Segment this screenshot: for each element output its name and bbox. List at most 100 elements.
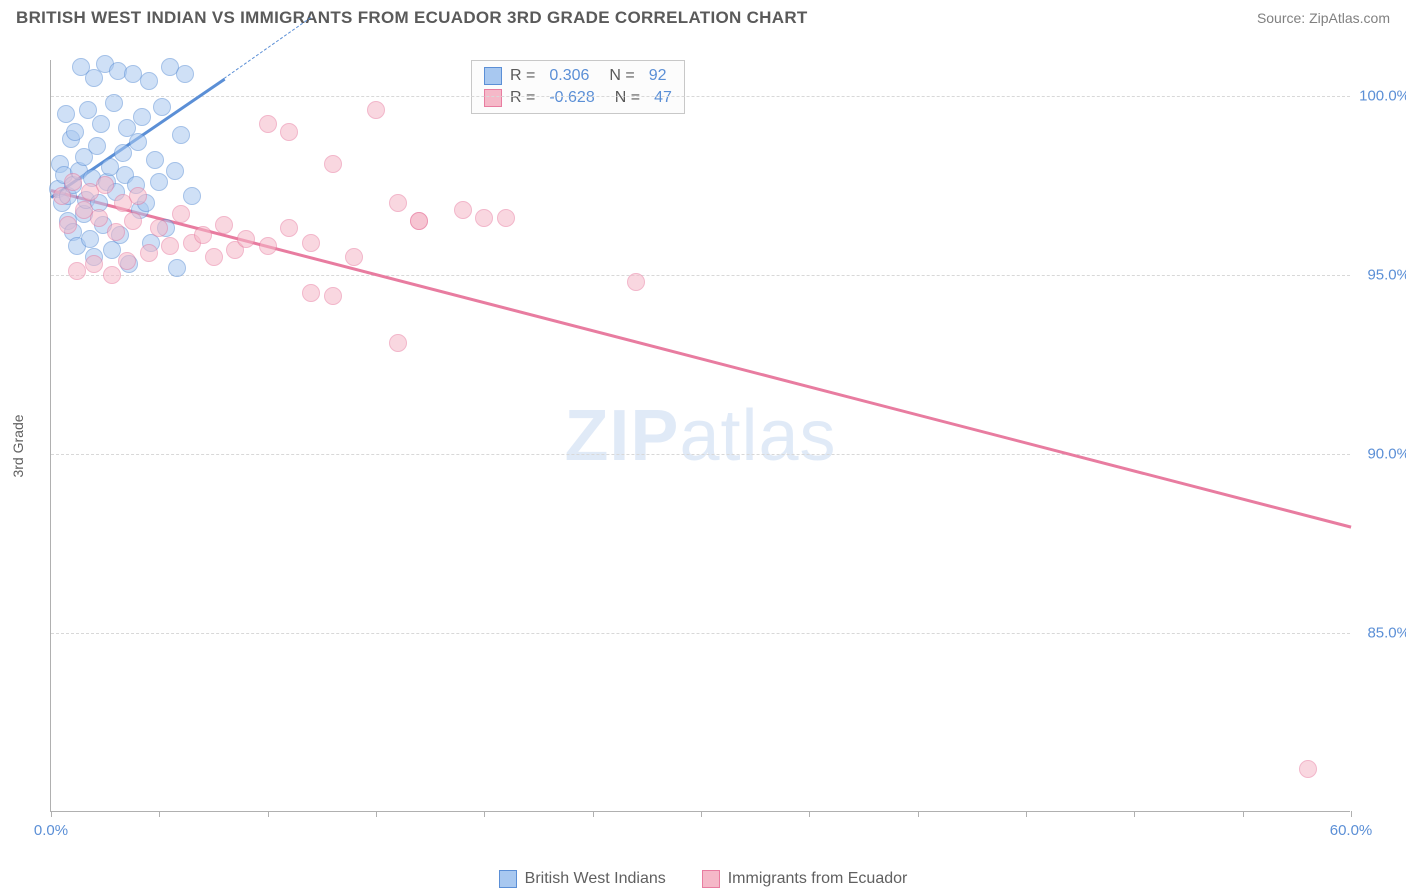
legend-swatch [499, 870, 517, 888]
scatter-point [389, 334, 407, 352]
scatter-point [92, 115, 110, 133]
chart-title: BRITISH WEST INDIAN VS IMMIGRANTS FROM E… [16, 8, 808, 28]
legend-swatch [484, 67, 502, 85]
r-value: -0.628 [549, 89, 594, 107]
scatter-point [161, 237, 179, 255]
r-label: R = [510, 89, 535, 107]
x-tick-mark [1134, 811, 1135, 817]
series-legend: British West Indians Immigrants from Ecua… [0, 870, 1406, 888]
scatter-point [105, 94, 123, 112]
scatter-point [57, 105, 75, 123]
legend-item: Immigrants from Ecuador [702, 870, 908, 888]
scatter-point [475, 209, 493, 227]
scatter-point [146, 151, 164, 169]
scatter-point [410, 212, 428, 230]
scatter-point [129, 187, 147, 205]
y-axis-label: 3rd Grade [10, 414, 26, 477]
scatter-point [140, 244, 158, 262]
scatter-point [150, 173, 168, 191]
scatter-point [280, 123, 298, 141]
legend-label: Immigrants from Ecuador [728, 870, 908, 888]
scatter-point [324, 155, 342, 173]
scatter-point [64, 173, 82, 191]
scatter-point [367, 101, 385, 119]
x-tick-mark [51, 811, 52, 817]
scatter-point [183, 187, 201, 205]
scatter-point [259, 115, 277, 133]
y-tick-label: 95.0% [1367, 266, 1406, 283]
correlation-legend: R =0.306N =92R =-0.628N =47 [471, 60, 685, 114]
r-label: R = [510, 67, 535, 85]
scatter-point [88, 137, 106, 155]
scatter-point [59, 216, 77, 234]
scatter-point [389, 194, 407, 212]
scatter-point [150, 219, 168, 237]
x-tick-label: 0.0% [34, 822, 68, 839]
scatter-point [133, 108, 151, 126]
watermark-atlas: atlas [679, 396, 836, 476]
legend-swatch [484, 89, 502, 107]
scatter-point [280, 219, 298, 237]
scatter-chart: ZIPatlas R =0.306N =92R =-0.628N =47 85.… [50, 60, 1350, 812]
legend-label: British West Indians [525, 870, 666, 888]
x-tick-mark [918, 811, 919, 817]
scatter-point [68, 262, 86, 280]
scatter-point [107, 223, 125, 241]
watermark-zip: ZIP [564, 396, 679, 476]
scatter-point [302, 234, 320, 252]
y-tick-label: 85.0% [1367, 624, 1406, 641]
scatter-point [153, 98, 171, 116]
scatter-point [497, 209, 515, 227]
x-tick-mark [484, 811, 485, 817]
scatter-point [205, 248, 223, 266]
n-value: 92 [649, 67, 667, 85]
n-label: N = [615, 89, 640, 107]
scatter-point [103, 266, 121, 284]
legend-row: R = -0.628 N = 47 [484, 87, 672, 109]
scatter-point [66, 123, 84, 141]
x-tick-mark [809, 811, 810, 817]
scatter-point [215, 216, 233, 234]
gridline [51, 454, 1350, 455]
scatter-point [345, 248, 363, 266]
scatter-point [79, 101, 97, 119]
scatter-point [124, 212, 142, 230]
scatter-point [176, 65, 194, 83]
scatter-point [172, 205, 190, 223]
scatter-point [166, 162, 184, 180]
x-tick-mark [376, 811, 377, 817]
x-tick-mark [1026, 811, 1027, 817]
x-tick-mark [701, 811, 702, 817]
gridline [51, 96, 1350, 97]
gridline [51, 633, 1350, 634]
x-tick-label: 60.0% [1330, 822, 1373, 839]
scatter-point [168, 259, 186, 277]
scatter-point [237, 230, 255, 248]
legend-swatch [702, 870, 720, 888]
scatter-point [90, 209, 108, 227]
x-tick-mark [1243, 811, 1244, 817]
chart-source: Source: ZipAtlas.com [1257, 10, 1390, 26]
x-tick-mark [268, 811, 269, 817]
scatter-point [129, 133, 147, 151]
scatter-point [454, 201, 472, 219]
scatter-point [194, 226, 212, 244]
scatter-point [96, 176, 114, 194]
watermark: ZIPatlas [564, 395, 836, 477]
x-tick-mark [593, 811, 594, 817]
scatter-point [627, 273, 645, 291]
scatter-point [85, 255, 103, 273]
scatter-point [1299, 760, 1317, 778]
x-tick-mark [1351, 811, 1352, 817]
scatter-point [81, 230, 99, 248]
scatter-point [140, 72, 158, 90]
y-tick-label: 90.0% [1367, 445, 1406, 462]
scatter-point [172, 126, 190, 144]
gridline [51, 275, 1350, 276]
scatter-point [114, 144, 132, 162]
x-tick-mark [159, 811, 160, 817]
scatter-point [259, 237, 277, 255]
y-tick-label: 100.0% [1359, 87, 1406, 104]
chart-header: BRITISH WEST INDIAN VS IMMIGRANTS FROM E… [0, 0, 1406, 32]
n-value: 47 [654, 89, 672, 107]
